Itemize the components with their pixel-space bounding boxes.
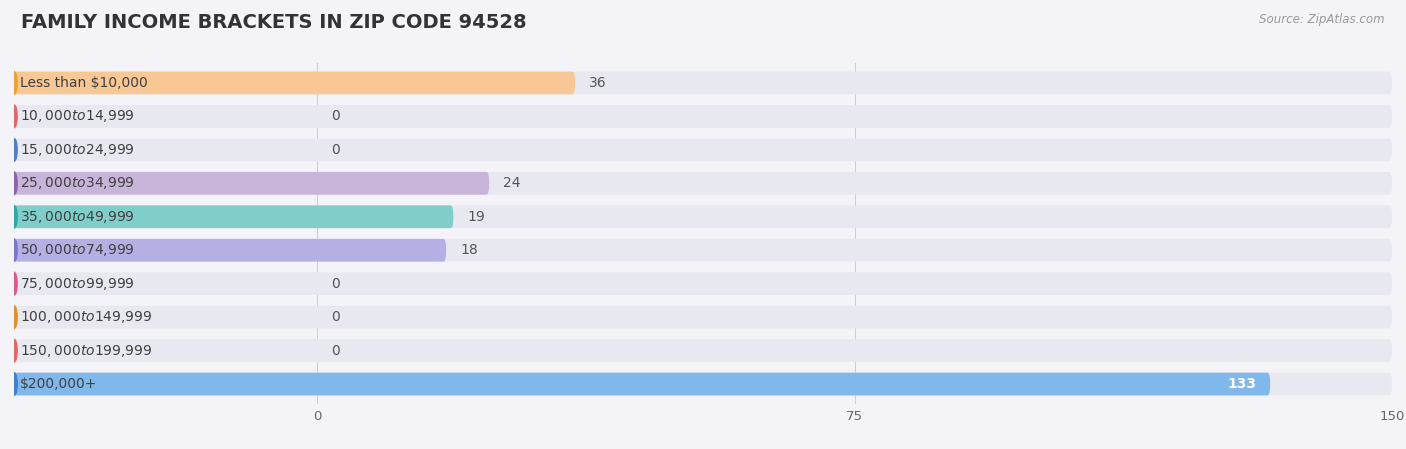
Text: $35,000 to $49,999: $35,000 to $49,999 [20,209,135,225]
Text: $50,000 to $74,999: $50,000 to $74,999 [20,242,135,258]
FancyBboxPatch shape [14,373,1392,396]
Text: $100,000 to $149,999: $100,000 to $149,999 [20,309,153,325]
Text: $200,000+: $200,000+ [20,377,97,391]
Circle shape [11,306,17,329]
Text: 0: 0 [330,277,340,291]
Circle shape [11,339,17,362]
FancyBboxPatch shape [14,172,1392,195]
Circle shape [11,373,17,396]
FancyBboxPatch shape [14,239,446,262]
FancyBboxPatch shape [14,373,1270,396]
Text: FAMILY INCOME BRACKETS IN ZIP CODE 94528: FAMILY INCOME BRACKETS IN ZIP CODE 94528 [21,13,527,32]
Circle shape [11,239,17,262]
Text: 0: 0 [330,110,340,123]
FancyBboxPatch shape [14,272,1392,295]
FancyBboxPatch shape [14,306,1392,329]
Text: 19: 19 [467,210,485,224]
Circle shape [11,272,17,295]
Circle shape [11,205,17,228]
FancyBboxPatch shape [14,205,453,228]
FancyBboxPatch shape [14,205,1392,228]
Text: $150,000 to $199,999: $150,000 to $199,999 [20,343,153,359]
Circle shape [11,138,17,161]
FancyBboxPatch shape [14,239,1392,262]
FancyBboxPatch shape [14,339,1392,362]
FancyBboxPatch shape [14,138,1392,161]
Circle shape [11,172,17,195]
Text: 36: 36 [589,76,606,90]
Text: 133: 133 [1227,377,1257,391]
Text: $25,000 to $34,999: $25,000 to $34,999 [20,175,135,191]
Text: 0: 0 [330,143,340,157]
Text: Less than $10,000: Less than $10,000 [20,76,148,90]
Text: 0: 0 [330,310,340,324]
Circle shape [11,105,17,128]
Text: 0: 0 [330,343,340,357]
Text: Source: ZipAtlas.com: Source: ZipAtlas.com [1260,13,1385,26]
FancyBboxPatch shape [14,71,1392,94]
FancyBboxPatch shape [14,172,489,195]
FancyBboxPatch shape [14,105,1392,128]
Text: $15,000 to $24,999: $15,000 to $24,999 [20,142,135,158]
Text: 24: 24 [503,176,520,190]
Circle shape [11,71,17,94]
Text: 18: 18 [460,243,478,257]
Text: $75,000 to $99,999: $75,000 to $99,999 [20,276,135,292]
FancyBboxPatch shape [14,71,575,94]
Text: $10,000 to $14,999: $10,000 to $14,999 [20,108,135,124]
